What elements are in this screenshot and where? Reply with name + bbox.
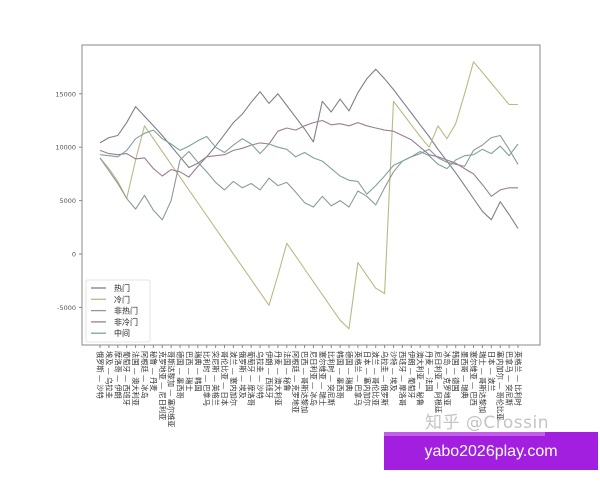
x-tick-label: 克罗地亚 — 尼日利亚 xyxy=(158,351,167,420)
x-tick-label: 波兰 — 塞内加尔 xyxy=(229,351,238,406)
x-tick-label: 哥伦比亚 — 日本 xyxy=(220,351,229,406)
x-tick-label: 伊朗 — 葡萄牙 xyxy=(407,351,416,399)
x-tick-label: 阿根廷 — 冰岛 xyxy=(140,351,149,399)
x-tick-label: 波兰 — 哥伦比亚 xyxy=(371,351,380,406)
x-tick-label: 塞内加尔 — 哥伦比亚 xyxy=(496,351,505,420)
x-tick-label: 秘鲁 — 丹麦 xyxy=(149,351,158,392)
watermark-text: 知乎 @Crossin xyxy=(425,413,550,433)
x-tick-label: 比利时 — 突尼斯 xyxy=(327,351,336,406)
x-tick-label: 摩洛哥 — 伊朗 xyxy=(113,351,122,399)
x-tick-label: 乌拉圭 — 沙特 xyxy=(256,351,265,399)
legend-label: 热门 xyxy=(114,283,130,293)
series-line xyxy=(99,129,519,195)
y-tick-label: 0 xyxy=(72,251,76,259)
plot-area xyxy=(81,44,541,346)
x-tick-label: 冰岛 — 克罗地亚 xyxy=(442,351,451,406)
ad-banner-link[interactable]: yabo2026play.com xyxy=(424,443,558,460)
x-tick-label: 塞尔维亚 — 瑞士 xyxy=(318,351,327,406)
x-tick-label: 德国 — 瑞典 xyxy=(345,351,354,392)
x-tick-label: 韩国 — 墨西哥 xyxy=(336,351,345,399)
x-tick-label: 日本 — 波兰 xyxy=(487,351,496,392)
x-tick-label: 丹麦 — 澳大利亚 xyxy=(273,351,282,406)
series-line xyxy=(99,134,519,221)
x-tick-label: 葡萄牙 — 西班牙 xyxy=(122,351,131,406)
x-tick-label: 塞尔维亚 — 巴西 xyxy=(469,351,478,406)
x-tick-label: 韩国 — 德国 xyxy=(451,351,460,392)
series-line xyxy=(99,61,518,330)
legend-label: 非热门 xyxy=(114,306,138,316)
x-tick-label: 英格兰 — 比利时 xyxy=(514,351,523,406)
legend-label: 非冷门 xyxy=(114,317,138,327)
legend xyxy=(85,279,151,343)
x-tick-label: 乌拉圭 — 俄罗斯 xyxy=(380,351,389,406)
y-tick-label: 5000 xyxy=(59,197,76,205)
x-tick-label: 澳大利亚 — 秘鲁 xyxy=(416,351,425,406)
x-tick-label: 德国 — 墨西哥 xyxy=(176,351,185,399)
x-tick-label: 尼日利亚 — 阿根廷 xyxy=(433,351,442,413)
y-tick-label: 10000 xyxy=(55,144,76,152)
x-tick-label: 伊朗 — 西班牙 xyxy=(264,351,273,399)
x-tick-label: 突尼斯 — 英格兰 xyxy=(211,351,220,406)
x-tick-label: 俄罗斯 — 沙特 xyxy=(96,351,105,399)
x-tick-label: 巴西 — 哥斯达黎加 xyxy=(300,351,309,413)
x-tick-label: 日本 — 塞内加尔 xyxy=(362,351,371,406)
x-tick-label: 英格兰 — 巴拿马 xyxy=(353,351,362,406)
y-tick-label: -5000 xyxy=(57,304,76,312)
y-tick-label: 15000 xyxy=(55,90,76,98)
x-tick-label: 葡萄牙 — 摩洛哥 xyxy=(247,351,256,406)
ad-banner[interactable]: yabo2026play.com xyxy=(384,432,598,470)
series-line xyxy=(99,119,518,197)
x-tick-label: 瑞士 — 哥斯达黎加 xyxy=(478,351,487,413)
x-tick-label: 巴拿马 — 突尼斯 xyxy=(505,351,514,406)
x-tick-label: 阿根廷 — 克罗地亚 xyxy=(291,351,300,413)
x-tick-label: 法国 — 澳大利亚 xyxy=(131,351,140,406)
x-tick-label: 沙特 — 埃及 xyxy=(389,351,398,392)
x-tick-label: 比利时 — 巴拿马 xyxy=(202,351,211,406)
x-tick-label: 法国 — 秘鲁 xyxy=(282,351,291,392)
x-tick-label: 西班牙 — 摩洛哥 xyxy=(398,351,407,406)
x-tick-label: 墨西哥 — 瑞典 xyxy=(460,351,469,399)
legend-label: 冷门 xyxy=(114,294,130,304)
x-tick-label: 巴西 — 瑞士 xyxy=(184,351,193,392)
legend-label: 中间 xyxy=(114,328,130,338)
x-tick-label: 瑞典 — 韩国 xyxy=(193,351,202,392)
x-tick-label: 丹麦 — 法国 xyxy=(425,351,434,392)
x-tick-label: 俄罗斯 — 埃及 xyxy=(238,351,247,399)
x-tick-label: 哥斯达黎加 — 塞尔维亚 xyxy=(167,351,176,427)
x-tick-label: 尼日利亚 — 冰岛 xyxy=(309,351,318,406)
x-tick-label: 埃及 — 乌拉圭 xyxy=(104,351,113,399)
ad-banner-strip xyxy=(384,432,545,436)
